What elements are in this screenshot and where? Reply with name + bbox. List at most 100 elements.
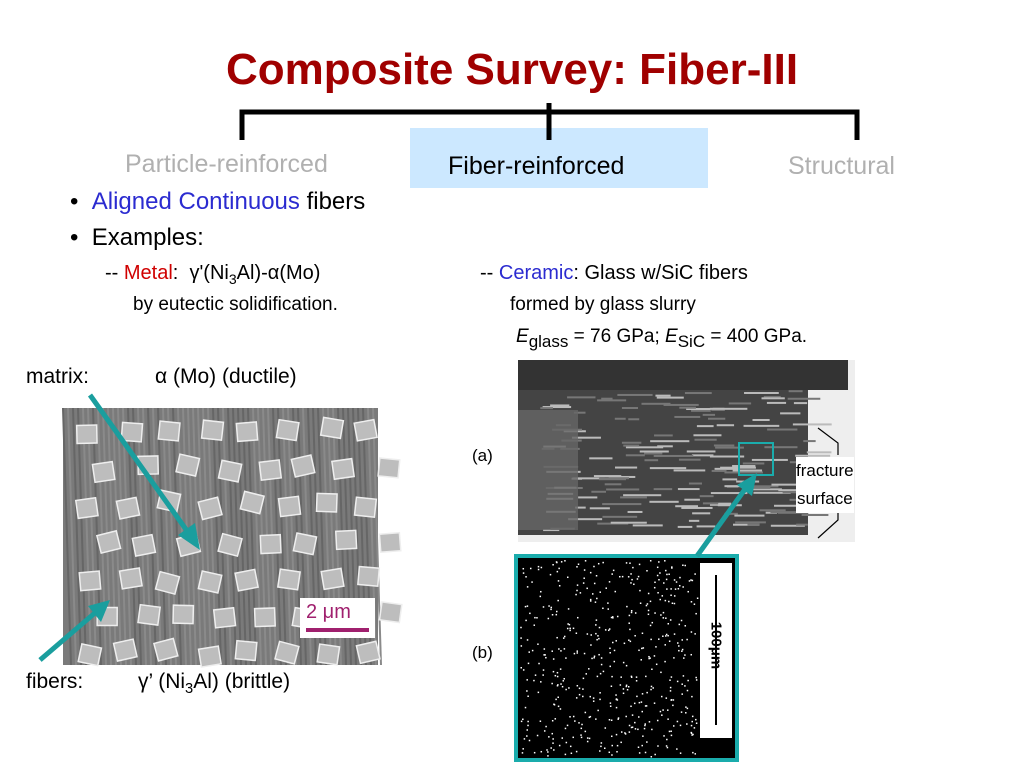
texture bbox=[673, 579, 676, 581]
texture bbox=[520, 720, 523, 723]
texture bbox=[574, 720, 576, 722]
text: : bbox=[172, 262, 179, 284]
texture bbox=[759, 509, 786, 512]
texture bbox=[553, 703, 555, 706]
texture bbox=[316, 643, 341, 666]
texture bbox=[242, 407, 252, 666]
texture bbox=[565, 741, 568, 744]
texture bbox=[691, 454, 714, 457]
texture bbox=[622, 688, 625, 690]
texture bbox=[677, 488, 700, 491]
texture bbox=[614, 417, 626, 420]
texture bbox=[590, 634, 592, 636]
texture bbox=[550, 606, 553, 609]
texture bbox=[658, 638, 660, 640]
texture bbox=[606, 488, 640, 491]
texture bbox=[609, 647, 611, 650]
metal-line: -- Metal: γ'(Ni3Al)-α(Mo) bbox=[105, 262, 320, 287]
text: : Glass w/SiC fibers bbox=[573, 262, 748, 284]
texture bbox=[377, 457, 401, 479]
texture bbox=[632, 524, 663, 527]
texture bbox=[556, 684, 559, 687]
texture bbox=[521, 752, 524, 754]
texture bbox=[649, 624, 652, 627]
texture bbox=[651, 728, 653, 731]
texture bbox=[558, 584, 561, 587]
scale-label: 2 μm bbox=[306, 601, 351, 623]
texture bbox=[575, 750, 578, 753]
texture bbox=[764, 446, 798, 449]
text: SiC bbox=[677, 331, 706, 351]
texture bbox=[670, 699, 672, 701]
texture bbox=[576, 566, 578, 568]
micrograph-left bbox=[62, 407, 403, 668]
texture bbox=[792, 423, 832, 426]
texture bbox=[641, 647, 643, 650]
texture bbox=[559, 668, 562, 670]
texture bbox=[612, 617, 614, 619]
texture bbox=[734, 514, 765, 517]
texture bbox=[668, 640, 671, 642]
texture bbox=[654, 434, 673, 437]
texture bbox=[572, 736, 574, 739]
texture bbox=[713, 444, 735, 447]
text: matrix: bbox=[26, 365, 89, 388]
texture bbox=[551, 682, 553, 685]
texture bbox=[595, 718, 597, 720]
texture bbox=[669, 619, 672, 621]
texture bbox=[679, 724, 682, 727]
texture bbox=[259, 533, 282, 555]
texture bbox=[735, 521, 766, 524]
texture bbox=[715, 446, 744, 449]
texture bbox=[578, 722, 580, 724]
texture bbox=[671, 566, 673, 568]
texture bbox=[743, 424, 780, 427]
texture bbox=[550, 747, 552, 749]
texture bbox=[212, 606, 237, 629]
texture bbox=[653, 702, 656, 704]
texture bbox=[694, 753, 697, 755]
texture bbox=[152, 407, 162, 666]
texture bbox=[656, 719, 659, 722]
texture bbox=[695, 612, 697, 615]
texture bbox=[292, 532, 318, 556]
texture bbox=[583, 652, 586, 655]
texture bbox=[667, 634, 669, 637]
texture bbox=[628, 614, 631, 617]
category: Particle-reinforced bbox=[125, 150, 328, 178]
texture bbox=[542, 674, 544, 676]
texture bbox=[693, 603, 696, 605]
texture bbox=[600, 657, 603, 659]
texture bbox=[554, 674, 557, 677]
texture bbox=[641, 632, 644, 635]
texture bbox=[596, 675, 599, 678]
texture bbox=[542, 406, 572, 409]
texture bbox=[691, 734, 693, 736]
texture bbox=[771, 483, 804, 486]
texture bbox=[763, 395, 781, 398]
texture bbox=[630, 582, 632, 584]
texture bbox=[679, 576, 681, 579]
texture bbox=[591, 657, 593, 660]
texture bbox=[665, 697, 668, 699]
texture bbox=[526, 586, 529, 588]
texture bbox=[670, 594, 672, 597]
texture bbox=[522, 748, 524, 750]
texture bbox=[320, 567, 345, 591]
texture bbox=[653, 655, 656, 657]
texture bbox=[696, 525, 716, 528]
texture bbox=[662, 617, 665, 619]
texture bbox=[531, 649, 534, 652]
text: E bbox=[665, 326, 678, 347]
texture bbox=[709, 455, 745, 458]
texture bbox=[651, 668, 653, 671]
texture bbox=[655, 646, 657, 648]
texture bbox=[732, 465, 756, 468]
texture bbox=[378, 601, 403, 624]
texture bbox=[585, 673, 588, 675]
texture bbox=[540, 750, 543, 753]
texture bbox=[666, 746, 669, 749]
texture bbox=[648, 655, 650, 658]
texture bbox=[643, 727, 646, 730]
texture bbox=[556, 561, 558, 564]
